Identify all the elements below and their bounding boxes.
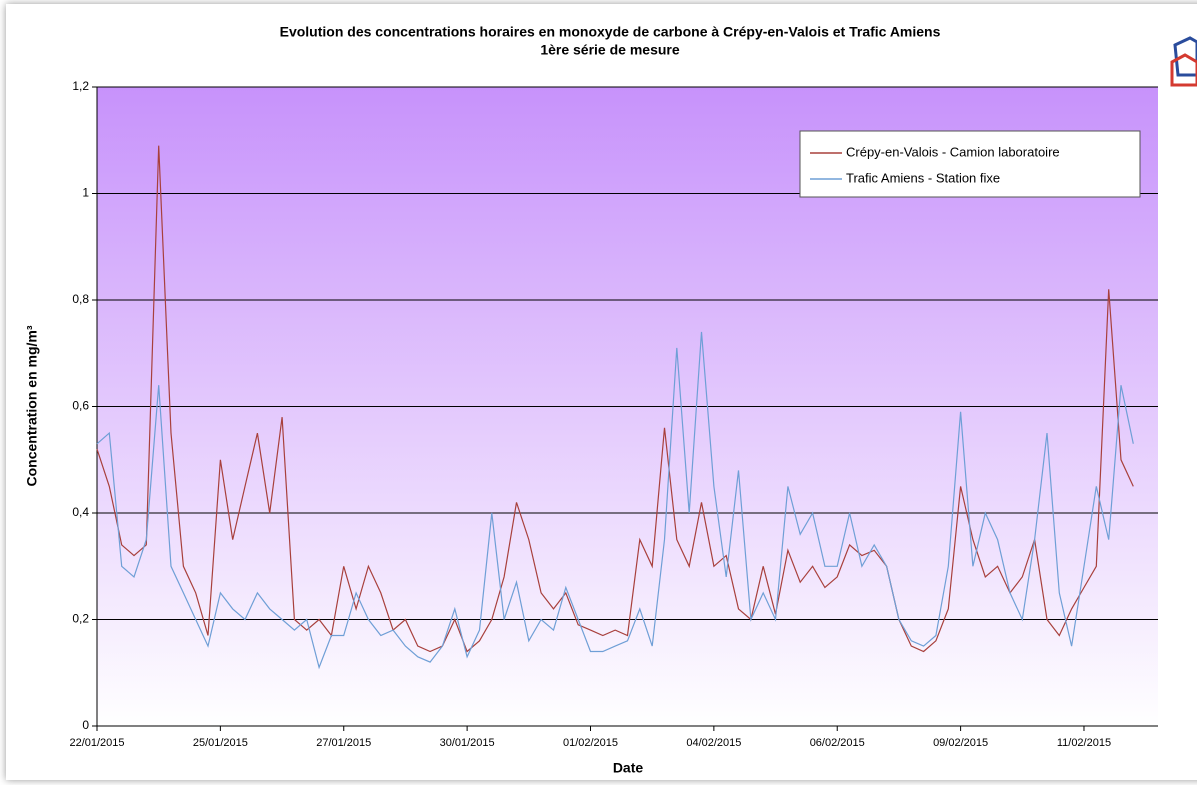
x-tick-label: 06/02/2015 xyxy=(810,737,865,749)
x-tick-label: 25/01/2015 xyxy=(193,737,248,749)
y-tick-label: 0,4 xyxy=(72,505,89,519)
legend-box xyxy=(799,130,1141,198)
x-tick-label: 01/02/2015 xyxy=(563,737,618,749)
x-tick-label: 30/01/2015 xyxy=(440,737,495,749)
legend-label: Trafic Amiens - Station fixe xyxy=(846,170,1000,185)
legend-label: Crépy-en-Valois - Camion laboratoire xyxy=(846,144,1060,159)
y-tick-label: 0,6 xyxy=(72,399,89,413)
logo xyxy=(1167,20,1197,88)
series-line xyxy=(96,145,1134,653)
x-tick-label: 22/01/2015 xyxy=(69,737,124,749)
chart-subtitle: 1ère série de mesure xyxy=(540,42,680,58)
y-tick-label: 0,8 xyxy=(72,292,89,306)
y-tick-label: 0 xyxy=(82,718,89,732)
x-axis-title: Date xyxy=(613,760,644,776)
x-tick-label: 09/02/2015 xyxy=(933,737,988,749)
y-axis-title: Concentration en mg/m³ xyxy=(24,325,40,486)
y-tick-label: 1,2 xyxy=(72,79,89,93)
chart-title: Evolution des concentrations horaires en… xyxy=(280,24,941,40)
x-tick-label: 11/02/2015 xyxy=(1057,737,1111,749)
x-tick-label: 04/02/2015 xyxy=(686,737,741,749)
y-tick-label: 0,2 xyxy=(72,612,89,626)
x-tick-label: 27/01/2015 xyxy=(316,737,371,749)
y-tick-label: 1 xyxy=(82,186,89,200)
series-line xyxy=(96,331,1134,670)
